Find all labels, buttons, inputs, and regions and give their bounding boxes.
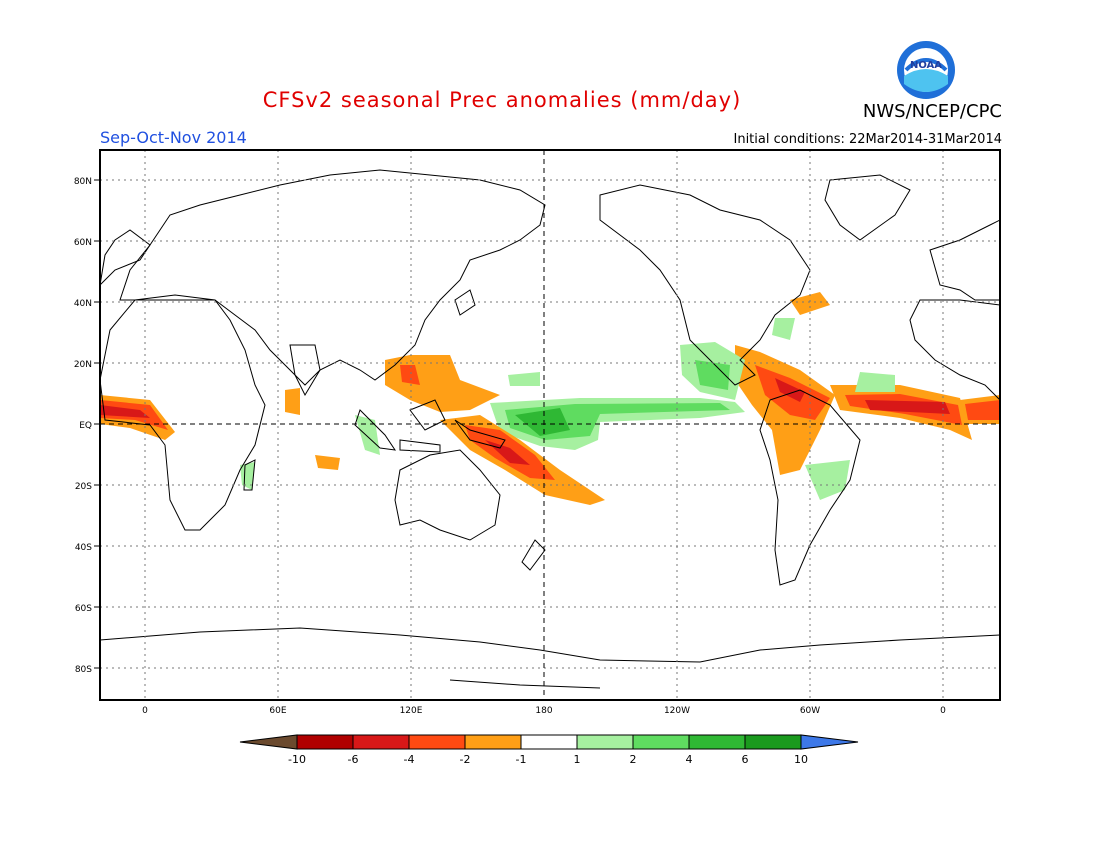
colorbar-label: -1 — [516, 753, 527, 766]
colorbar-segment — [520, 734, 578, 750]
anomaly-shading — [100, 292, 1000, 505]
colorbar-label: -2 — [460, 753, 471, 766]
lon-label-0-east: 0 — [940, 706, 946, 716]
lat-label-eq: EQ — [79, 421, 92, 431]
colorbar-label: 10 — [794, 753, 808, 766]
lat-label-20n: 20N — [74, 360, 92, 370]
lat-label-60n: 60N — [74, 238, 92, 248]
colorbar-arrow-left — [239, 734, 298, 750]
agency-label: NWS/NCEP/CPC — [862, 101, 1002, 122]
coastlines — [100, 169, 1000, 689]
colorbar-segment — [464, 734, 522, 750]
lat-label-40n: 40N — [74, 299, 92, 309]
initial-conditions-label: Initial conditions: 22Mar2014-31Mar2014 — [733, 132, 1003, 147]
lon-label-180: 180 — [535, 706, 552, 716]
lon-label-60e: 60E — [269, 706, 286, 716]
colorbar-segment — [744, 734, 802, 750]
colorbar-label: -6 — [348, 753, 359, 766]
gridlines — [100, 150, 1000, 700]
colorbar-label: 1 — [574, 753, 581, 766]
colorbar-label: 6 — [742, 753, 749, 766]
season-label: Sep-Oct-Nov 2014 — [100, 128, 247, 147]
map-title-text: CFSv2 seasonal Prec anomalies (mm/day) — [262, 88, 742, 112]
colorbar-segment — [688, 734, 746, 750]
lat-label-20s: 20S — [75, 482, 92, 492]
colorbar-segment — [408, 734, 466, 750]
noaa-logo-icon: NOAA — [897, 41, 955, 99]
colorbar-label: 4 — [686, 753, 693, 766]
lon-label-60w: 60W — [800, 706, 820, 716]
colorbar-segment — [352, 734, 410, 750]
lat-label-80n: 80N — [74, 177, 92, 187]
noaa-logo-text: NOAA — [910, 60, 942, 71]
colorbar-label: -10 — [288, 753, 306, 766]
lat-label-80s: 80S — [75, 665, 92, 675]
colorbar — [239, 734, 859, 750]
lat-ticks — [94, 179, 100, 669]
colorbar-label: 2 — [630, 753, 637, 766]
colorbar-segment — [632, 734, 690, 750]
map-frame — [99, 149, 1001, 701]
lon-label-120e: 120E — [400, 706, 423, 716]
lat-label-40s: 40S — [75, 543, 92, 553]
lon-label-0-west: 0 — [142, 706, 148, 716]
map-title: CFSv2 seasonal Prec anomalies (mm/day) — [0, 88, 1100, 112]
colorbar-segment — [296, 734, 354, 750]
lat-label-60s: 60S — [75, 604, 92, 614]
colorbar-label: -4 — [404, 753, 415, 766]
colorbar-segment — [576, 734, 634, 750]
lon-label-120w: 120W — [664, 706, 690, 716]
colorbar-arrow-right — [800, 734, 859, 750]
